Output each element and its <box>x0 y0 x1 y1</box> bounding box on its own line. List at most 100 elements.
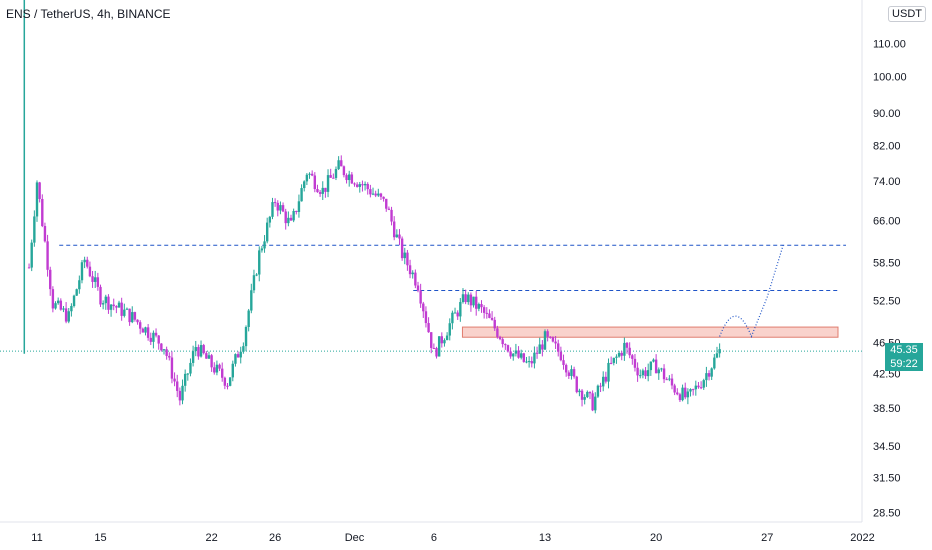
candle-body <box>480 304 483 308</box>
candle-body <box>75 289 78 296</box>
candle-body <box>300 188 303 202</box>
candle-body <box>519 353 523 358</box>
y-tick-label: 100.00 <box>873 71 907 83</box>
candle-body <box>668 378 671 380</box>
y-tick-label: 52.50 <box>873 295 901 307</box>
candle-body <box>146 327 150 338</box>
candle-body <box>215 364 219 373</box>
candle-body <box>329 175 332 178</box>
candle-body <box>202 345 205 354</box>
candle-body <box>297 201 301 212</box>
candle-body <box>271 202 274 217</box>
candle-body <box>469 294 473 306</box>
candle-body <box>535 352 539 354</box>
candle-body <box>231 363 234 378</box>
candle-body <box>228 377 232 386</box>
projected-path <box>719 245 784 339</box>
candle-body <box>392 221 396 238</box>
candle-body <box>104 296 107 304</box>
candle-body <box>377 193 380 196</box>
candle-body <box>138 322 142 329</box>
candle-body <box>662 368 666 380</box>
candle-body <box>715 353 719 358</box>
candle-body <box>501 339 504 345</box>
candle-body <box>654 359 658 374</box>
candle-body <box>326 175 330 192</box>
candle-body <box>223 377 227 386</box>
candle-body <box>242 346 245 352</box>
candle-body <box>533 352 536 364</box>
candle-body <box>527 361 531 363</box>
candle-body <box>279 205 282 211</box>
x-tick-label: Dec <box>345 532 365 544</box>
candle-body <box>332 177 335 179</box>
candle-body <box>543 331 547 350</box>
candle-body <box>144 327 147 333</box>
x-tick-label: 11 <box>31 532 42 544</box>
candle-body <box>210 355 213 368</box>
candle-body <box>406 252 409 266</box>
candle-body <box>141 328 145 333</box>
candle-body <box>70 306 73 312</box>
candle-body <box>604 376 608 382</box>
x-tick-label: 2022 <box>850 532 874 544</box>
candle-body <box>263 241 266 249</box>
candle-body <box>189 362 192 374</box>
candle-body <box>101 303 105 305</box>
candle-body <box>599 385 602 387</box>
candle-body <box>183 373 187 386</box>
candle-body <box>221 368 224 378</box>
candle-body <box>289 217 293 221</box>
candle-body <box>609 362 613 364</box>
candle-body <box>509 351 512 357</box>
candle-body <box>448 323 451 336</box>
currency-unit-button[interactable]: USDT <box>888 6 926 22</box>
candle-body <box>678 394 682 401</box>
candle-body <box>570 369 573 376</box>
candle-body <box>665 379 668 381</box>
candle-body <box>91 276 94 282</box>
candle-body <box>207 355 211 359</box>
candle-body <box>631 355 634 359</box>
x-axis: 11 15 22 26 Dec 6 13 20 27 2022 <box>0 521 875 544</box>
candle-body <box>562 360 565 365</box>
candle-body <box>133 312 137 320</box>
candle-body <box>710 368 713 377</box>
candle-body <box>131 312 134 323</box>
candle-body <box>586 391 589 398</box>
candle-body <box>636 367 639 376</box>
candle-body <box>602 376 605 387</box>
candle-body <box>33 216 36 243</box>
candle-body <box>485 312 488 314</box>
candle-body <box>80 262 84 281</box>
x-tick-label: 20 <box>650 532 662 544</box>
resistance-zone <box>461 326 839 338</box>
candle-body <box>541 344 544 350</box>
candle-body <box>96 277 100 287</box>
candle-body <box>168 355 171 358</box>
candle-body <box>324 187 327 192</box>
candle-body <box>318 192 322 194</box>
x-tick-label: 27 <box>761 532 773 544</box>
candle-body <box>165 349 168 356</box>
y-tick-label: 90.00 <box>873 108 901 120</box>
candle-body <box>308 173 311 175</box>
candle-body <box>78 280 81 290</box>
candle-body <box>115 306 118 308</box>
candle-body <box>432 347 436 349</box>
candle-body <box>313 175 317 190</box>
candle-body <box>340 160 343 167</box>
candle-body <box>475 296 478 309</box>
candle-body <box>684 387 687 398</box>
candle-body <box>342 166 346 176</box>
candle-body <box>265 222 269 242</box>
candle-body <box>467 294 470 303</box>
candle-body <box>387 208 391 210</box>
candle-body <box>398 234 401 239</box>
candle-body <box>176 381 179 391</box>
candle-body <box>160 343 163 351</box>
candle-body <box>422 303 425 312</box>
candle-body <box>707 373 711 377</box>
candle-body <box>493 319 496 329</box>
